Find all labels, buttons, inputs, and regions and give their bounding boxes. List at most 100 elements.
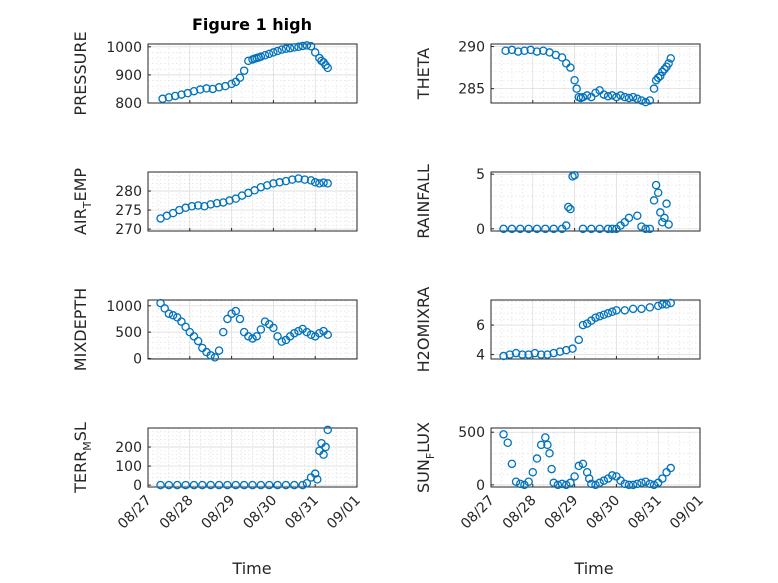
series-points: [156, 425, 332, 490]
data-point: [591, 88, 600, 98]
data-point: [275, 178, 284, 187]
y-tick-label: 100: [115, 459, 142, 475]
data-point: [660, 213, 669, 223]
data-point: [603, 92, 613, 101]
data-point: [239, 480, 249, 490]
data-point: [294, 326, 303, 336]
data-point: [499, 351, 508, 361]
data-point: [256, 52, 266, 61]
data-point: [595, 478, 604, 488]
data-point: [524, 477, 533, 486]
data-point: [532, 224, 542, 234]
data-point: [218, 327, 228, 337]
data-point: [319, 178, 328, 187]
data-point: [624, 93, 634, 103]
data-point: [260, 317, 270, 326]
data-point: [572, 84, 581, 93]
data-point: [549, 478, 558, 488]
x-axis-label-right: Time: [573, 559, 613, 578]
data-point: [557, 53, 567, 62]
data-point: [244, 332, 253, 341]
data-point: [570, 75, 579, 85]
y-axis-label: MIXDEPTH: [71, 288, 90, 371]
data-point: [528, 467, 538, 477]
data-point: [656, 208, 665, 217]
y-axis-label: H2OMIXRA: [414, 287, 433, 373]
data-point: [524, 350, 533, 359]
data-point: [273, 46, 282, 56]
data-point: [511, 348, 521, 358]
y-tick-label: 0: [476, 478, 485, 494]
data-point: [664, 59, 673, 68]
data-point: [198, 480, 207, 490]
data-point: [666, 298, 675, 308]
data-point: [189, 480, 199, 490]
data-point: [298, 480, 307, 490]
data-point: [578, 459, 588, 469]
data-point: [505, 350, 515, 359]
y-axis-label: RAINFALL: [414, 164, 433, 239]
data-point: [202, 84, 211, 93]
data-point: [298, 41, 307, 51]
data-point: [513, 47, 523, 56]
data-point: [645, 224, 655, 234]
data-point: [306, 330, 316, 340]
data-point: [591, 313, 600, 322]
data-point: [591, 480, 600, 490]
axis-frame: [147, 43, 358, 104]
data-point: [214, 480, 224, 490]
data-point: [212, 198, 222, 208]
axis-frame: [147, 171, 358, 232]
data-point: [524, 224, 533, 234]
subplot-h2omixra: 4 6 H2OMIXRA: [414, 287, 701, 373]
series-points: [158, 41, 332, 104]
data-point: [227, 79, 236, 89]
y-tick-label: 800: [115, 96, 142, 112]
series-points: [156, 174, 332, 223]
data-point: [168, 311, 178, 320]
data-point: [595, 224, 604, 234]
data-point: [499, 224, 508, 234]
y-tick-label: 5: [476, 167, 485, 183]
data-point: [532, 454, 542, 463]
axis-frame: [490, 427, 701, 488]
data-point: [561, 480, 571, 490]
data-point: [566, 204, 575, 214]
y-tick-label: 270: [115, 222, 142, 238]
data-point: [516, 224, 525, 234]
data-point: [645, 96, 655, 105]
data-point: [156, 298, 165, 308]
y-tick-label: 6: [476, 318, 485, 334]
data-point: [181, 480, 190, 490]
series-points: [501, 45, 675, 107]
data-point: [561, 221, 571, 230]
data-point: [319, 450, 328, 459]
data-point: [294, 42, 303, 52]
data-point: [187, 202, 197, 211]
data-point: [210, 353, 220, 362]
data-point: [578, 92, 588, 102]
data-point: [181, 322, 190, 332]
x-tick-label: 08/29: [199, 493, 239, 533]
data-point: [607, 307, 617, 317]
data-point: [269, 48, 278, 57]
data-point: [545, 449, 554, 458]
data-point: [599, 476, 609, 485]
data-point: [156, 480, 165, 490]
y-tick-label: 280: [115, 184, 142, 200]
data-point: [173, 480, 182, 490]
subplot-mixdepth: 0 500 1000 MIXDEPTH: [71, 288, 358, 371]
y-tick-label: 1000: [106, 40, 142, 56]
data-point: [649, 196, 659, 205]
data-point: [658, 67, 667, 77]
data-point: [518, 350, 527, 359]
data-point: [578, 320, 588, 330]
data-point: [653, 73, 663, 82]
data-point: [189, 332, 199, 341]
x-tick-label: 09/01: [667, 493, 707, 533]
data-point: [313, 475, 322, 484]
y-axis-label: TERRMSL: [71, 422, 94, 494]
data-point: [628, 304, 638, 314]
data-point: [587, 479, 596, 489]
